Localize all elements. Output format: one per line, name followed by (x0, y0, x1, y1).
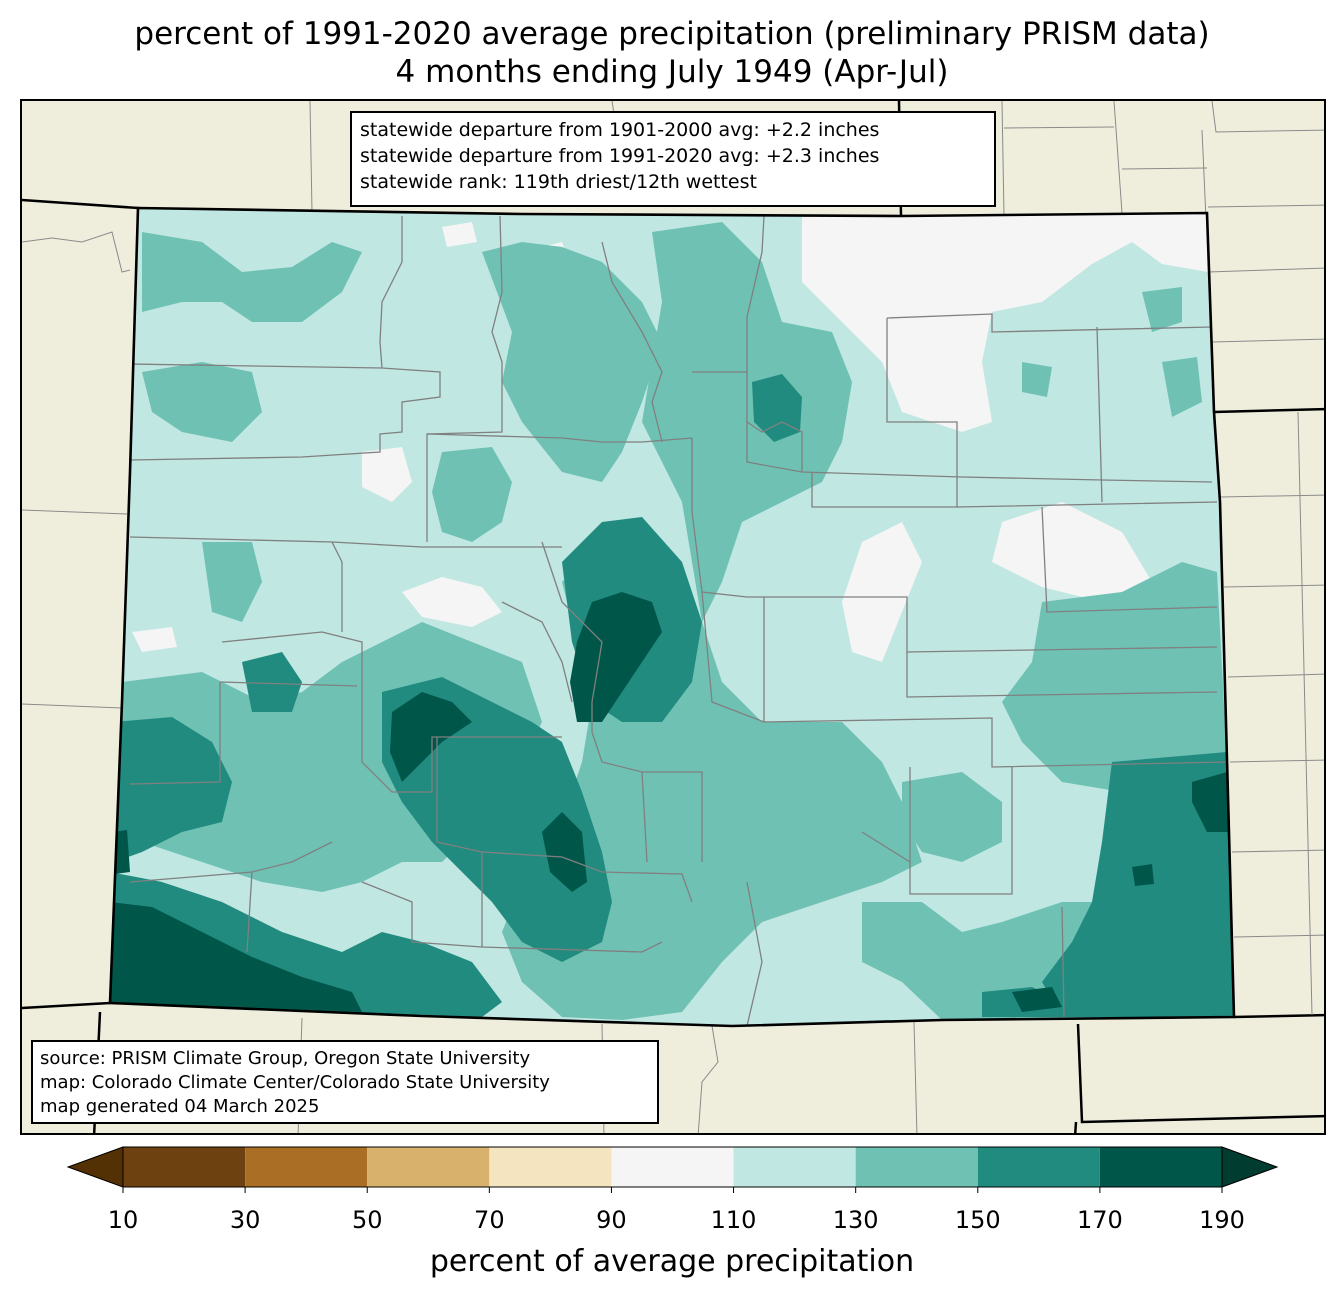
colorbar-tick-label: 70 (474, 1206, 505, 1234)
colorbar-tick-label: 10 (107, 1206, 139, 1234)
colorbar-tick-label: 50 (351, 1206, 383, 1234)
colorbar-tick-label: 130 (832, 1206, 879, 1234)
source-credits-box: source: PRISM Climate Group, Oregon Stat… (31, 1040, 659, 1124)
neighbor-county-lines (22, 101, 1324, 1133)
colorbar-tick-label: 90 (596, 1206, 627, 1234)
map-title-line2: 4 months ending July 1949 (Apr-Jul) (395, 54, 949, 90)
colorbar-bin-30-50 (245, 1147, 368, 1187)
colorbar-under-arrow (66, 1146, 124, 1188)
colorbar-over-arrow (1221, 1146, 1279, 1188)
colorbar-bin-130-150 (855, 1147, 978, 1187)
colorado-state-border (108, 206, 1236, 1028)
colorbar-bin-150-170 (977, 1147, 1100, 1187)
colorbar-frame (122, 1146, 1223, 1188)
stats-rank: statewide rank: 119th driest/12th wettes… (360, 171, 757, 193)
colorbar-tick-label: 190 (1199, 1206, 1245, 1234)
colorbar (66, 1146, 1279, 1193)
map-title-line1: percent of 1991-2020 average precipitati… (134, 16, 1210, 52)
colorbar-bin-170-190 (1099, 1147, 1222, 1187)
colorbar-bin-10-30 (123, 1147, 246, 1187)
colorbar-tick-label: 150 (954, 1206, 1001, 1234)
stats-departure-1991-2020: statewide departure from 1991-2020 avg: … (360, 145, 880, 167)
map-panel (20, 99, 1326, 1135)
colorbar-tick-label: 30 (229, 1206, 261, 1234)
wet-170-190-areas (110, 592, 1230, 1012)
colorbar-bin-110-130 (733, 1147, 856, 1187)
colorbar-bin-90-110 (611, 1147, 734, 1187)
colorbar-bin-50-70 (367, 1147, 490, 1187)
precipitation-field (110, 208, 1234, 1026)
colorbar-bin-70-90 (489, 1147, 612, 1187)
colorbar-label: percent of average precipitation (429, 1244, 915, 1279)
stats-departure-1901-2000: statewide departure from 1901-2000 avg: … (360, 119, 880, 141)
statewide-stats-box: statewide departure from 1901-2000 avg: … (350, 111, 996, 207)
map-credit-line: map: Colorado Climate Center/Colorado St… (40, 1072, 550, 1093)
precipitation-map (22, 101, 1324, 1133)
colorbar-tick-label: 110 (710, 1206, 757, 1234)
colorbar-tick-label: 170 (1076, 1206, 1123, 1234)
source-line: source: PRISM Climate Group, Oregon Stat… (40, 1048, 531, 1069)
generated-date-line: map generated 04 March 2025 (40, 1096, 320, 1117)
county-lines (129, 215, 1228, 1026)
